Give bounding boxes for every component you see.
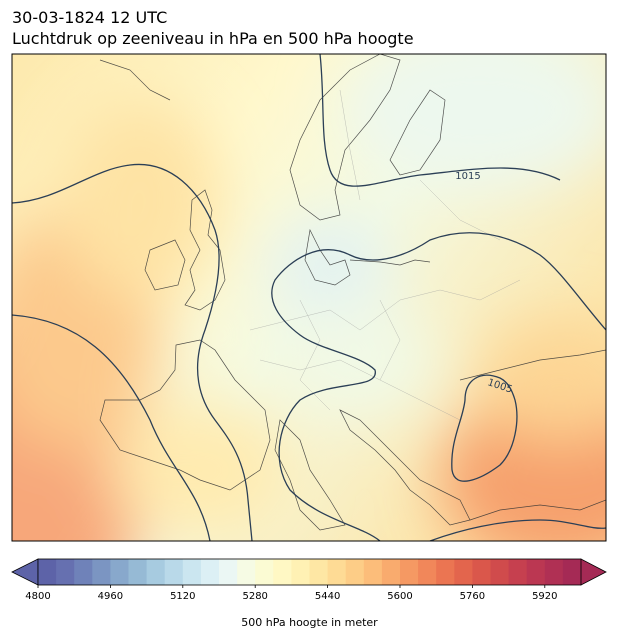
colorbar-segment [110,559,129,585]
colorbar-segment [436,559,455,585]
colorbar-segment [400,559,419,585]
colorbar-segment [56,559,75,585]
contour-label: 1015 [455,171,480,182]
colorbar-segment [38,559,57,585]
colorbar-segment [237,559,256,585]
colorbar-segment [472,559,491,585]
colorbar-segment [418,559,437,585]
colorbar-segment [454,559,473,585]
colorbar-segment [345,559,365,585]
colorbar-segment [327,559,347,585]
colorbar-extend-low [11,558,39,586]
colorbar-tick-label: 5120 [170,591,195,602]
colorbar-segment [128,559,148,585]
colorbar-segment [92,559,111,585]
colorbar-tick-label: 5600 [387,591,412,602]
colorbar-segment [508,559,528,585]
colorbar-segment [146,559,166,585]
colorbar-segment [273,559,292,585]
colorbar-segment [164,559,184,585]
map-field [12,54,606,541]
colorbar-frame [37,558,582,586]
colorbar-tick-label: 5280 [242,591,267,602]
colorbar-segment [219,559,238,585]
subtitle: Luchtdruk op zeeniveau in hPa en 500 hPa… [12,29,414,48]
colorbar-segment [544,559,564,585]
colorbar-tick-label: 5920 [532,591,557,602]
title: 30-03-1824 12 UTC [12,8,168,27]
colorbar-segment [182,559,202,585]
colorbar-segment [490,559,510,585]
colorbar-segment [526,559,546,585]
colorbar-segment [74,559,93,585]
colorbar-segment [562,559,582,585]
colorbar-label: 500 hPa hoogte in meter [241,616,378,629]
colorbar-segment [291,559,310,585]
colorbar-segment [200,559,220,585]
colorbar-tick-label: 4960 [98,591,123,602]
colorbar-tick-label: 5440 [315,591,340,602]
colorbar-segment [381,559,401,585]
colorbar-tick-label: 4800 [25,591,50,602]
colorbar-segment [363,559,383,585]
map-frame [11,53,607,542]
colorbar-segment [309,559,329,585]
colorbar-segment [255,559,274,585]
colorbar-extend-high [580,558,607,586]
colorbar-tick-label: 5760 [460,591,485,602]
